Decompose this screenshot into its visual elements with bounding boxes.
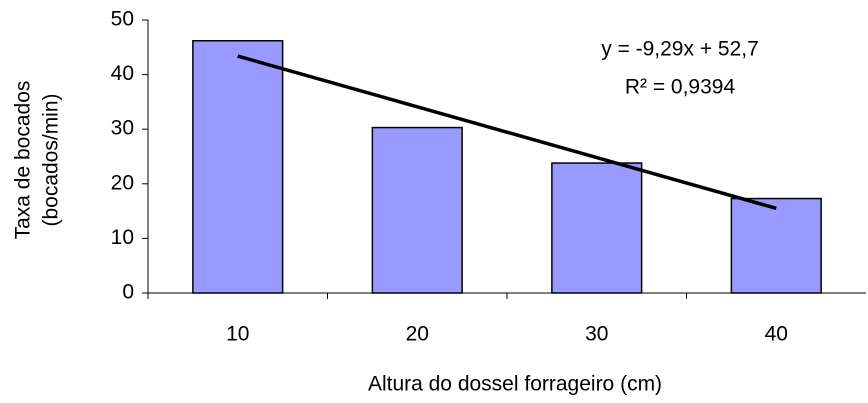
y-axis-label: Taxa de bocados [12,81,35,240]
bar [371,126,463,294]
x-tick-label: 20 [406,323,429,346]
x-axis-label: Altura do dossel forrageiro (cm) [368,373,662,396]
y-tick-label: 10 [111,226,134,249]
x-tick-label: 40 [765,323,788,346]
y-tick-label: 0 [122,281,134,304]
y-axis-label: (bocados/min) [40,93,63,226]
trend-r-squared: R² = 0,9394 [625,76,736,99]
bar [551,162,643,294]
trend-equation: y = -9,29x + 52,7 [601,38,759,61]
x-tick-label: 10 [226,323,249,346]
bar [192,39,284,294]
x-tick-label: 30 [585,323,608,346]
y-tick-label: 40 [111,62,134,85]
trendline [237,54,777,211]
y-tick-label: 20 [111,171,134,194]
y-tick-label: 30 [111,117,134,140]
y-tick-label: 50 [111,8,134,31]
bar [730,197,822,294]
